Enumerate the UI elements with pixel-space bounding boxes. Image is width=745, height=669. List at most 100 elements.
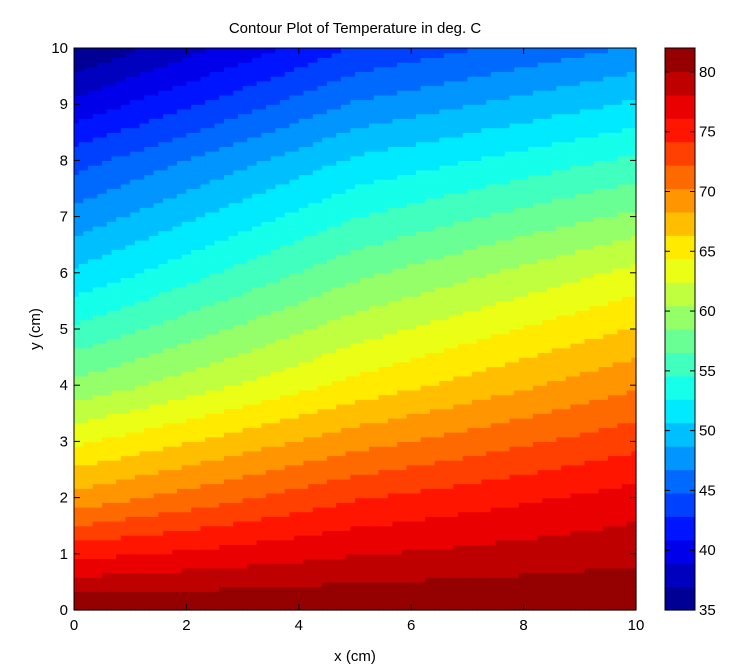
contour-cell [378, 572, 384, 578]
contour-cell [256, 492, 262, 499]
contour-cell [411, 422, 417, 428]
contour-cell [205, 525, 211, 531]
contour-cell [308, 516, 314, 522]
contour-cell [251, 455, 258, 461]
contour-cell [242, 478, 248, 485]
contour-cell [177, 530, 183, 536]
contour-cell [191, 600, 197, 606]
contour-cell [261, 464, 267, 471]
contour-cell [397, 464, 403, 471]
contour-cell [369, 577, 375, 583]
contour-cell [223, 577, 230, 583]
contour-cell [565, 581, 572, 588]
contour-cell [518, 492, 525, 499]
contour-cell [200, 469, 206, 475]
contour-cell [275, 516, 281, 522]
contour-cell [411, 441, 417, 447]
contour-cell [331, 432, 337, 438]
contour-cell [219, 432, 225, 438]
contour-cell [373, 530, 380, 536]
contour-cell [261, 572, 267, 578]
contour-cell [504, 464, 511, 471]
contour-cell [617, 595, 623, 602]
contour-cell [200, 535, 206, 541]
contour-cell [289, 591, 295, 597]
contour-cell [195, 544, 202, 550]
contour-cell [214, 436, 220, 442]
contour-cell [537, 558, 543, 564]
contour-cell [462, 460, 468, 466]
contour-cell [97, 577, 103, 583]
contour-cell [411, 553, 417, 560]
contour-cell [242, 474, 248, 480]
contour-cell [111, 474, 117, 480]
contour-cell [312, 450, 319, 457]
contour-cell [532, 417, 539, 424]
contour-cell [298, 567, 305, 574]
contour-cell [355, 497, 361, 503]
contour-cell [106, 497, 113, 503]
contour-cell [490, 446, 497, 452]
contour-cell [439, 474, 445, 480]
contour-cell [312, 521, 319, 527]
contour-cell [97, 502, 103, 508]
contour-cell [111, 422, 117, 428]
contour-cell [425, 492, 431, 499]
contour-cell [336, 577, 342, 583]
contour-cell [476, 474, 483, 480]
contour-cell [603, 446, 609, 452]
contour-cell [575, 502, 581, 508]
contour-cell [326, 417, 333, 424]
contour-cell [83, 516, 89, 522]
contour-cell [153, 469, 159, 475]
contour-cell [191, 427, 197, 433]
contour-cell [425, 441, 431, 447]
contour-cell [472, 600, 478, 606]
contour-cell [500, 502, 506, 508]
contour-cell [275, 544, 281, 550]
contour-cell [92, 577, 99, 583]
contour-cell [589, 432, 595, 438]
contour-cell [490, 455, 497, 461]
contour-cell [369, 581, 375, 588]
contour-cell [359, 497, 365, 503]
contour-cell [219, 450, 225, 457]
contour-cell [500, 464, 506, 471]
contour-cell [420, 450, 426, 457]
contour-cell [589, 567, 595, 574]
contour-cell [556, 600, 562, 606]
contour-cell [406, 563, 412, 569]
contour-cell [247, 567, 253, 574]
contour-cell [542, 600, 548, 606]
contour-cell [490, 478, 497, 485]
contour-cell [621, 432, 628, 438]
contour-cell [589, 506, 595, 513]
contour-cell [242, 488, 248, 494]
contour-cell [340, 581, 347, 588]
contour-cell [359, 483, 365, 489]
contour-cell [486, 506, 492, 513]
contour-cell [514, 521, 520, 527]
contour-cell [401, 572, 408, 578]
contour-cell [579, 427, 586, 433]
contour-cell [191, 436, 197, 442]
contour-cell [518, 460, 525, 466]
contour-cell [317, 586, 323, 592]
contour-cell [565, 474, 572, 480]
contour-cell [83, 483, 89, 489]
contour-cell [261, 591, 267, 597]
contour-cell [621, 511, 628, 517]
contour-cell [233, 469, 239, 475]
contour-cell [565, 567, 572, 574]
contour-cell [589, 581, 595, 588]
contour-cell [266, 474, 272, 480]
contour-cell [256, 502, 262, 508]
contour-cell [116, 432, 122, 438]
contour-cell [191, 446, 197, 452]
contour-cell [88, 535, 94, 541]
contour-cell [247, 446, 253, 452]
contour-cell [92, 591, 99, 597]
contour-cell [336, 544, 342, 550]
contour-cell [598, 417, 604, 424]
contour-cell [490, 553, 497, 560]
